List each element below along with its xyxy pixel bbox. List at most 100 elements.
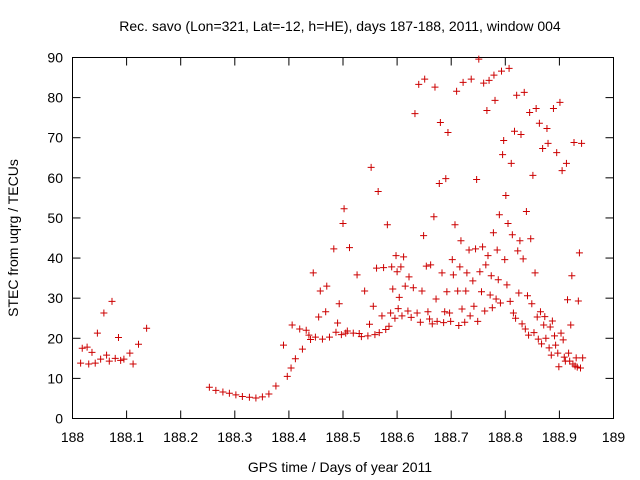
data-point <box>431 83 439 91</box>
data-point <box>405 273 413 281</box>
data-point <box>558 167 566 175</box>
data-point <box>219 388 227 396</box>
data-point <box>568 272 576 280</box>
data-point <box>305 331 313 339</box>
data-point <box>510 127 518 135</box>
data-point <box>491 96 499 104</box>
data-point <box>397 263 405 271</box>
data-point <box>245 393 253 401</box>
data-point <box>448 256 456 264</box>
x-tick-label: 188.1 <box>109 429 144 445</box>
data-point <box>446 309 454 317</box>
data-point <box>488 304 496 312</box>
data-point <box>205 383 213 391</box>
data-point <box>400 253 408 261</box>
data-point <box>474 317 482 325</box>
x-tick-label: 188.2 <box>163 429 198 445</box>
data-point <box>469 277 477 285</box>
data-point <box>482 261 490 269</box>
data-point <box>542 334 550 342</box>
data-point <box>117 356 125 364</box>
data-point <box>573 363 581 371</box>
data-point <box>540 321 548 329</box>
data-point <box>265 390 273 398</box>
data-point <box>78 344 86 352</box>
data-point <box>554 349 562 357</box>
data-point <box>545 344 553 352</box>
y-tick-label: 80 <box>47 90 63 106</box>
data-point <box>391 314 399 322</box>
data-point <box>507 159 515 167</box>
data-point <box>466 312 474 320</box>
data-point <box>536 308 544 316</box>
data-point <box>505 64 513 72</box>
data-point <box>579 354 587 362</box>
data-points <box>77 55 587 402</box>
data-point <box>378 312 386 320</box>
data-point <box>496 299 504 307</box>
data-point <box>483 106 491 114</box>
data-point <box>529 171 537 179</box>
data-point <box>404 307 412 315</box>
data-point <box>516 237 524 245</box>
data-point <box>528 300 536 308</box>
data-point <box>508 231 516 239</box>
data-point <box>543 124 551 132</box>
data-point <box>361 287 369 295</box>
data-point <box>459 78 467 86</box>
data-point <box>489 229 497 237</box>
data-point <box>517 131 525 139</box>
data-point <box>428 320 436 328</box>
data-point <box>114 333 122 341</box>
data-point <box>465 246 473 254</box>
data-point <box>389 285 397 293</box>
data-point <box>367 163 375 171</box>
data-point <box>513 91 521 99</box>
data-point <box>555 363 563 371</box>
data-point <box>143 324 151 332</box>
data-point <box>401 282 409 290</box>
data-point <box>392 252 400 260</box>
data-point <box>461 318 469 326</box>
data-point <box>578 139 586 147</box>
data-point <box>531 269 539 277</box>
data-point <box>565 349 573 357</box>
data-point <box>424 308 432 316</box>
data-point <box>502 191 510 199</box>
data-point <box>416 318 424 326</box>
data-point <box>490 71 498 79</box>
data-point <box>449 271 457 279</box>
data-point <box>91 359 99 367</box>
data-point <box>340 205 348 213</box>
data-point <box>426 315 434 323</box>
data-point <box>520 88 528 96</box>
data-point <box>395 293 403 301</box>
data-point <box>339 220 347 228</box>
x-tick-label: 188.6 <box>380 429 415 445</box>
data-point <box>522 208 530 216</box>
data-point <box>552 341 560 349</box>
data-point <box>272 382 280 390</box>
data-point <box>546 323 554 331</box>
data-point <box>135 340 143 348</box>
data-point <box>509 309 517 317</box>
data-point <box>337 331 345 339</box>
data-point <box>411 110 419 118</box>
data-point <box>553 149 561 157</box>
data-point <box>427 261 435 269</box>
data-point <box>97 355 105 363</box>
data-point <box>418 287 426 295</box>
x-tick-label: 188.5 <box>325 429 360 445</box>
data-point <box>494 276 502 284</box>
data-point <box>492 295 500 303</box>
data-point <box>291 355 299 363</box>
data-point <box>470 302 478 310</box>
data-point <box>500 137 508 145</box>
data-point <box>562 159 570 167</box>
data-point <box>77 359 85 367</box>
data-point <box>506 297 514 305</box>
data-point <box>512 314 520 322</box>
data-point <box>480 79 488 87</box>
data-point <box>475 55 483 63</box>
data-point <box>456 263 464 271</box>
